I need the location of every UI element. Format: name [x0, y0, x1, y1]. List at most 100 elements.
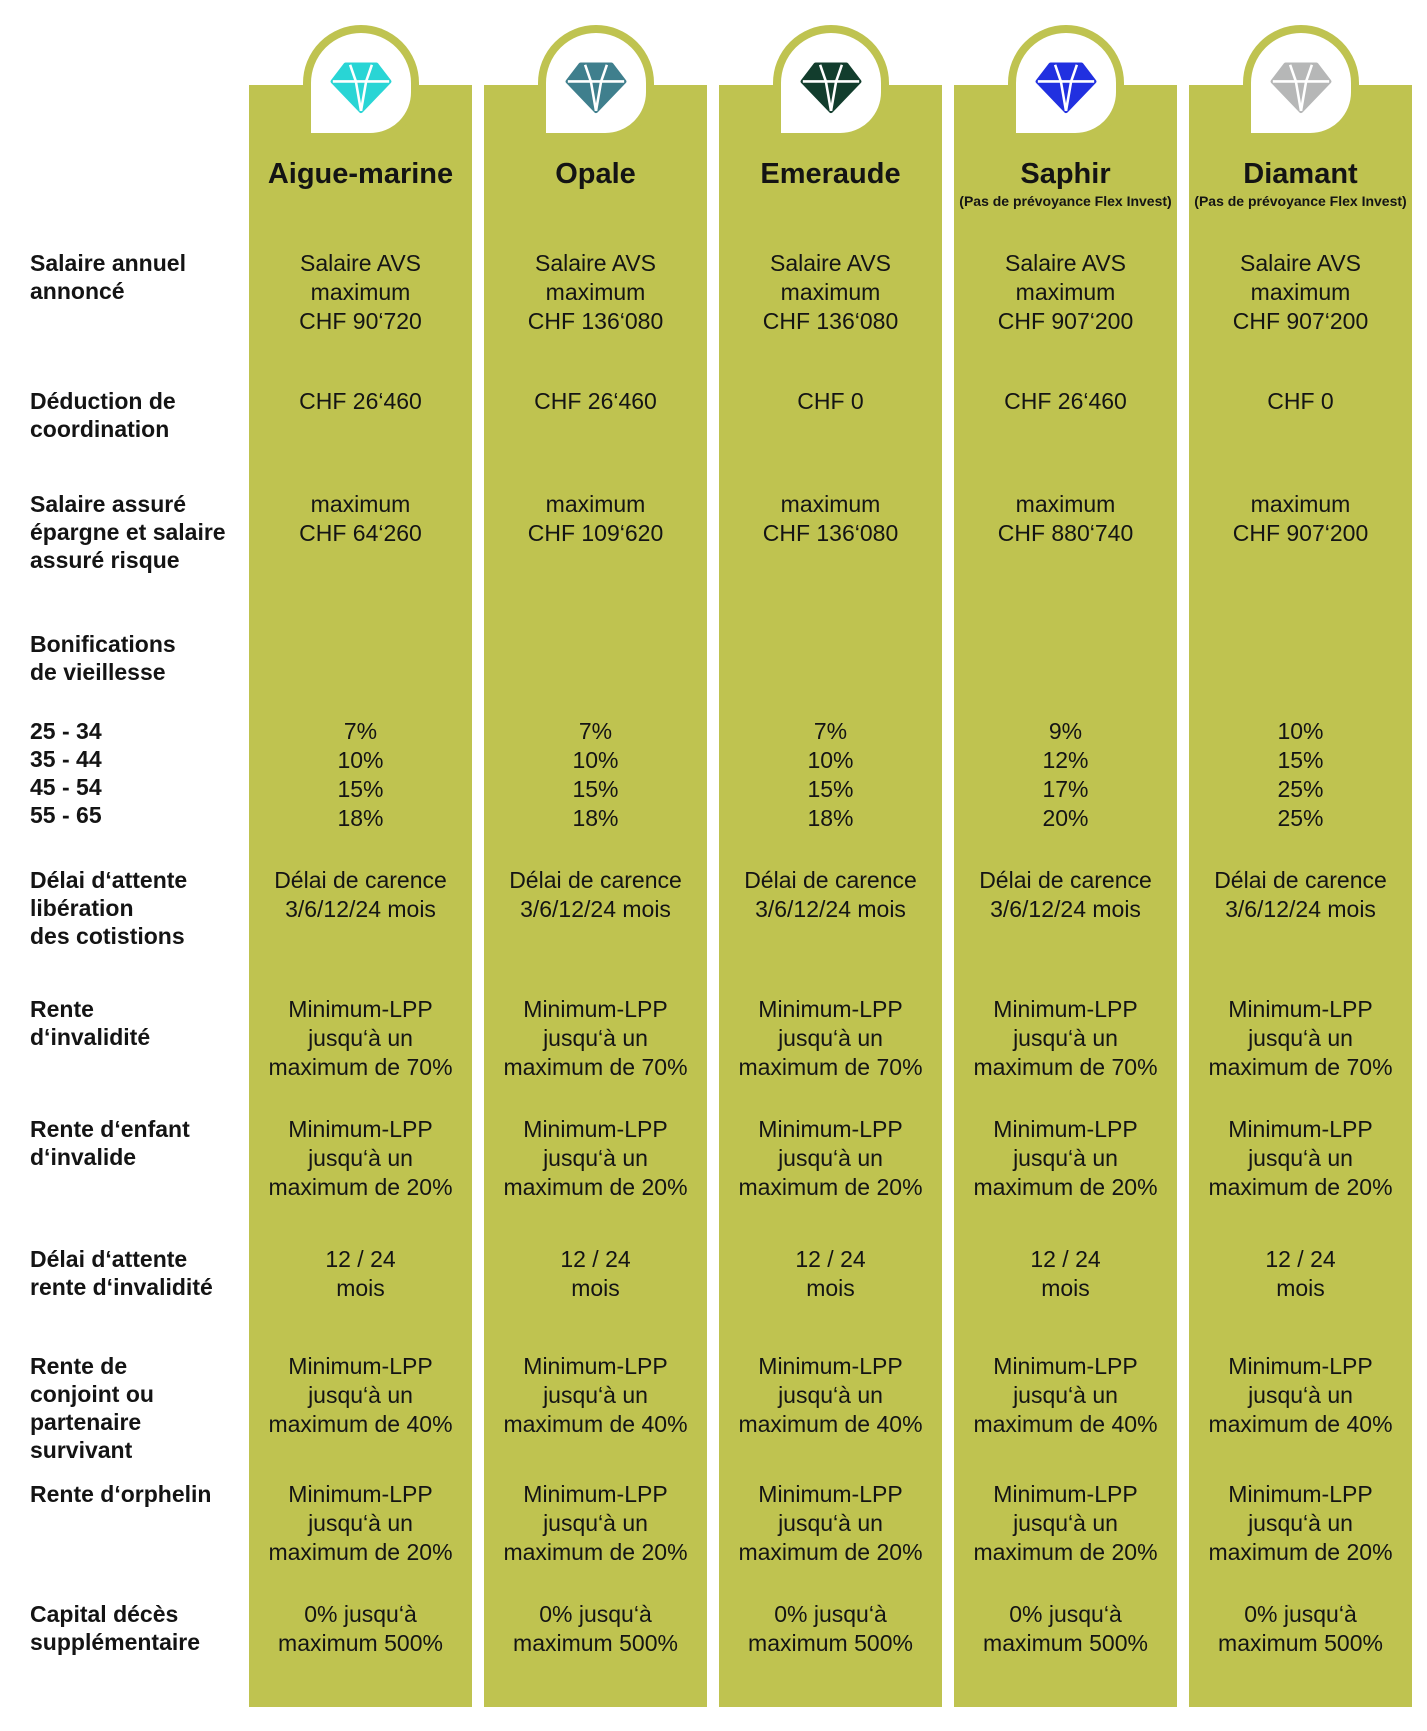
- plan-pin-aigue-marine: [302, 25, 419, 141]
- cell-slot: 0% jusqu‘à maximum 500%: [484, 1585, 707, 1707]
- gem-icon-opale: [564, 51, 628, 115]
- plan-caption-saphir: (Pas de prévoyance Flex Invest): [959, 193, 1172, 209]
- row-label-salaire-assure: Salaire assuré épargne et salaire assuré…: [30, 491, 226, 573]
- cell-slot: Minimum-LPP jusqu‘à un maximum de 70%: [719, 985, 942, 1105]
- cell-slot: maximum CHF 64‘260: [249, 480, 472, 625]
- plan-caption-diamant: (Pas de prévoyance Flex Invest): [1194, 193, 1407, 209]
- cell-slot: Minimum-LPP jusqu‘à un maximum de 40%: [954, 1345, 1177, 1465]
- cell-slot: Minimum-LPP jusqu‘à un maximum de 20%: [954, 1465, 1177, 1585]
- cell-slot: Salaire AVS maximum CHF 907‘200: [1189, 235, 1412, 375]
- cell-bonifications-ages-saphir: 9% 12% 17% 20%: [1042, 718, 1089, 831]
- cell-rente-enfant-invalide-saphir: Minimum-LPP jusqu‘à un maximum de 20%: [973, 1116, 1158, 1200]
- cell-slot: maximum CHF 136‘080: [719, 480, 942, 625]
- plan-column-saphir: Saphir (Pas de prévoyance Flex Invest) Sal…: [954, 25, 1177, 1707]
- cell-slot: CHF 26‘460: [954, 375, 1177, 480]
- cell-slot: [1189, 625, 1412, 710]
- cell-rente-conjoint-aigue-marine: Minimum-LPP jusqu‘à un maximum de 40%: [268, 1353, 453, 1437]
- label-slot: Bonifications de vieillesse: [0, 625, 237, 710]
- cell-slot: Minimum-LPP jusqu‘à un maximum de 20%: [954, 1105, 1177, 1220]
- cell-slot: 0% jusqu‘à maximum 500%: [954, 1585, 1177, 1707]
- cell-slot: Minimum-LPP jusqu‘à un maximum de 20%: [484, 1105, 707, 1220]
- cell-delai-attente-rente-diamant: 12 / 24 mois: [1265, 1246, 1336, 1301]
- label-slot: Déduction de coordination: [0, 375, 237, 480]
- plan-column-emeraude: Emeraude Salaire AVS maximum CHF 136‘080 C…: [719, 25, 942, 1707]
- cell-slot: CHF 0: [1189, 375, 1412, 480]
- plan-title-opale: Opale: [555, 158, 636, 190]
- cell-slot: [719, 625, 942, 710]
- cell-deduction-coordination-diamant: CHF 0: [1267, 388, 1334, 414]
- cell-slot: Minimum-LPP jusqu‘à un maximum de 20%: [1189, 1465, 1412, 1585]
- cell-rente-orphelin-emeraude: Minimum-LPP jusqu‘à un maximum de 20%: [738, 1481, 923, 1565]
- cell-slot: maximum CHF 109‘620: [484, 480, 707, 625]
- cell-slot: [954, 625, 1177, 710]
- cell-slot: Salaire AVS maximum CHF 90‘720: [249, 235, 472, 375]
- cell-slot: 0% jusqu‘à maximum 500%: [249, 1585, 472, 1707]
- cell-slot: Salaire AVS maximum CHF 907‘200: [954, 235, 1177, 375]
- cell-rente-invalidite-opale: Minimum-LPP jusqu‘à un maximum de 70%: [503, 996, 688, 1080]
- row-label-rente-conjoint: Rente de conjoint ou partenaire survivan…: [30, 1353, 154, 1463]
- cell-slot: 12 / 24 mois: [719, 1220, 942, 1345]
- label-slot: Salaire annuel annoncé: [0, 235, 237, 375]
- cell-delai-attente-liberation-aigue-marine: Délai de carence 3/6/12/24 mois: [274, 867, 447, 922]
- cell-slot: Minimum-LPP jusqu‘à un maximum de 20%: [249, 1465, 472, 1585]
- plan-header-diamant: Diamant (Pas de prévoyance Flex Invest): [1189, 85, 1412, 235]
- cell-slot: Minimum-LPP jusqu‘à un maximum de 20%: [249, 1105, 472, 1220]
- cell-rente-orphelin-diamant: Minimum-LPP jusqu‘à un maximum de 20%: [1208, 1481, 1393, 1565]
- cell-bonifications-ages-aigue-marine: 7% 10% 15% 18%: [337, 718, 384, 831]
- gem-icon-saphir: [1034, 51, 1098, 115]
- cell-delai-attente-liberation-opale: Délai de carence 3/6/12/24 mois: [509, 867, 682, 922]
- cell-capital-deces-diamant: 0% jusqu‘à maximum 500%: [1218, 1601, 1383, 1656]
- cell-slot: 12 / 24 mois: [249, 1220, 472, 1345]
- cell-rente-enfant-invalide-diamant: Minimum-LPP jusqu‘à un maximum de 20%: [1208, 1116, 1393, 1200]
- cell-slot: 12 / 24 mois: [1189, 1220, 1412, 1345]
- cell-slot: Minimum-LPP jusqu‘à un maximum de 20%: [719, 1105, 942, 1220]
- cell-slot: [484, 625, 707, 710]
- cell-slot: Délai de carence 3/6/12/24 mois: [1189, 860, 1412, 985]
- row-label-bonifications-ages: 25 - 34 35 - 44 45 - 54 55 - 65: [30, 718, 102, 828]
- cell-bonifications-ages-opale: 7% 10% 15% 18%: [572, 718, 619, 831]
- cell-slot: Délai de carence 3/6/12/24 mois: [249, 860, 472, 985]
- gem-icon-aigue-marine: [329, 51, 393, 115]
- gem-icon-diamant: [1269, 51, 1333, 115]
- cell-rente-orphelin-opale: Minimum-LPP jusqu‘à un maximum de 20%: [503, 1481, 688, 1565]
- cell-rente-conjoint-opale: Minimum-LPP jusqu‘à un maximum de 40%: [503, 1353, 688, 1437]
- plan-pin-emeraude: [772, 25, 889, 141]
- cell-slot: Minimum-LPP jusqu‘à un maximum de 20%: [484, 1465, 707, 1585]
- cell-salaire-annuel-annonce-diamant: Salaire AVS maximum CHF 907‘200: [1232, 250, 1369, 334]
- row-label-delai-attente-liberation: Délai d‘attente libération des cotistion…: [30, 867, 188, 949]
- cell-salaire-assure-aigue-marine: maximum CHF 64‘260: [299, 491, 422, 546]
- cell-salaire-annuel-annonce-saphir: Salaire AVS maximum CHF 907‘200: [997, 250, 1134, 334]
- label-slot: Salaire assuré épargne et salaire assuré…: [0, 480, 237, 625]
- cell-salaire-annuel-annonce-aigue-marine: Salaire AVS maximum CHF 90‘720: [299, 250, 422, 334]
- label-slot: Rente d‘enfant d‘invalide: [0, 1105, 237, 1220]
- cell-deduction-coordination-saphir: CHF 26‘460: [1004, 388, 1127, 414]
- cell-slot: Minimum-LPP jusqu‘à un maximum de 70%: [1189, 985, 1412, 1105]
- cell-rente-invalidite-aigue-marine: Minimum-LPP jusqu‘à un maximum de 70%: [268, 996, 453, 1080]
- cell-deduction-coordination-aigue-marine: CHF 26‘460: [299, 388, 422, 414]
- cell-slot: Minimum-LPP jusqu‘à un maximum de 20%: [719, 1465, 942, 1585]
- row-label-delai-attente-rente: Délai d‘attente rente d‘invalidité: [30, 1246, 213, 1300]
- row-label-deduction-coordination: Déduction de coordination: [30, 388, 176, 442]
- cell-delai-attente-rente-opale: 12 / 24 mois: [560, 1246, 631, 1301]
- cell-delai-attente-liberation-saphir: Délai de carence 3/6/12/24 mois: [979, 867, 1152, 922]
- cell-slot: Minimum-LPP jusqu‘à un maximum de 20%: [1189, 1105, 1412, 1220]
- cell-rente-orphelin-saphir: Minimum-LPP jusqu‘à un maximum de 20%: [973, 1481, 1158, 1565]
- cell-slot: Salaire AVS maximum CHF 136‘080: [484, 235, 707, 375]
- cell-slot: Délai de carence 3/6/12/24 mois: [954, 860, 1177, 985]
- cell-slot: CHF 26‘460: [249, 375, 472, 480]
- cell-rente-enfant-invalide-aigue-marine: Minimum-LPP jusqu‘à un maximum de 20%: [268, 1116, 453, 1200]
- plan-header-aigue-marine: Aigue-marine: [249, 85, 472, 235]
- cell-slot: Minimum-LPP jusqu‘à un maximum de 40%: [249, 1345, 472, 1465]
- cell-slot: 7% 10% 15% 18%: [249, 710, 472, 860]
- label-column-header-spacer: [0, 85, 237, 235]
- label-slot: Capital décès supplémentaire: [0, 1585, 237, 1707]
- cell-slot: 0% jusqu‘à maximum 500%: [719, 1585, 942, 1707]
- cell-slot: 7% 10% 15% 18%: [484, 710, 707, 860]
- cell-delai-attente-rente-saphir: 12 / 24 mois: [1030, 1246, 1101, 1301]
- cell-slot: 0% jusqu‘à maximum 500%: [1189, 1585, 1412, 1707]
- cell-slot: Minimum-LPP jusqu‘à un maximum de 70%: [484, 985, 707, 1105]
- cell-rente-conjoint-diamant: Minimum-LPP jusqu‘à un maximum de 40%: [1208, 1353, 1393, 1437]
- cell-rente-conjoint-saphir: Minimum-LPP jusqu‘à un maximum de 40%: [973, 1353, 1158, 1437]
- cell-bonifications-ages-emeraude: 7% 10% 15% 18%: [807, 718, 854, 831]
- plan-title-saphir: Saphir: [1020, 158, 1111, 190]
